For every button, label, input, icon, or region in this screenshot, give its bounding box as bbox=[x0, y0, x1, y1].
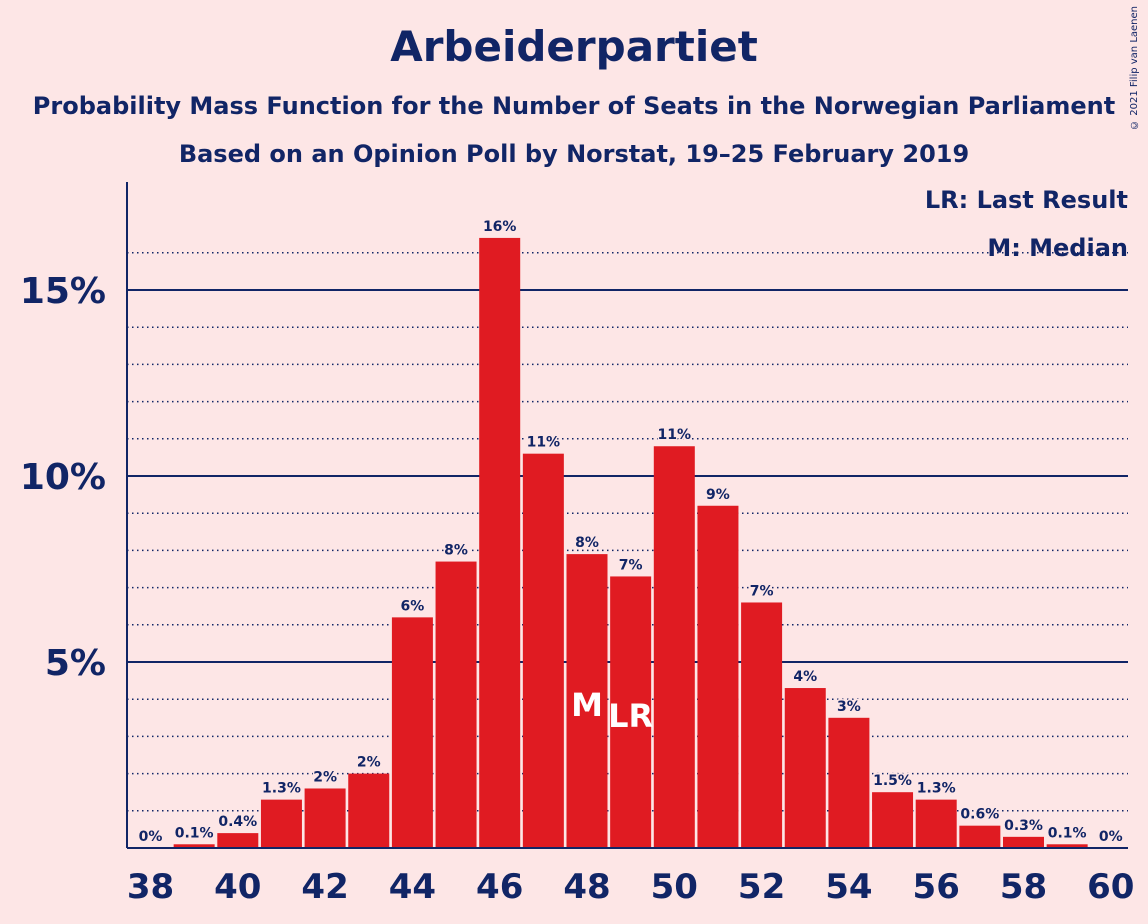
chart-title: Arbeiderpartiet bbox=[390, 22, 758, 71]
x-tick-label: 44 bbox=[389, 867, 436, 907]
x-tick-label: 40 bbox=[214, 867, 261, 907]
bar-53 bbox=[784, 688, 826, 848]
bar-55 bbox=[872, 792, 914, 848]
bar-value-label: 9% bbox=[706, 487, 730, 503]
bar-39 bbox=[173, 844, 215, 848]
x-tick-label: 48 bbox=[563, 867, 610, 907]
x-tick-label: 60 bbox=[1087, 867, 1134, 907]
bar-value-label: 1.3% bbox=[262, 781, 301, 797]
bar-59 bbox=[1046, 844, 1088, 848]
bar-54 bbox=[828, 717, 870, 848]
bar-41 bbox=[260, 799, 302, 848]
x-tick-label: 54 bbox=[825, 867, 872, 907]
legend-last-result: LR: Last Result bbox=[924, 186, 1128, 214]
bar-value-label: 8% bbox=[444, 543, 468, 559]
y-tick-label: 10% bbox=[20, 457, 106, 498]
bar-42 bbox=[304, 788, 346, 848]
bar-value-label: 0.3% bbox=[1004, 818, 1043, 834]
bar-43 bbox=[348, 773, 390, 848]
bar-47 bbox=[522, 453, 564, 848]
last-result-marker: LR bbox=[608, 697, 653, 735]
bar-value-label: 2% bbox=[313, 769, 337, 785]
x-tick-label: 46 bbox=[476, 867, 523, 907]
bar-value-label: 0.1% bbox=[1048, 825, 1087, 841]
bar-value-label: 6% bbox=[401, 598, 425, 614]
bar-44 bbox=[391, 617, 433, 848]
bar-value-label: 11% bbox=[658, 427, 692, 443]
bar-value-label: 8% bbox=[575, 535, 599, 551]
bar-value-label: 4% bbox=[793, 669, 817, 685]
bar-49 bbox=[610, 576, 652, 848]
bar-value-label: 16% bbox=[483, 219, 517, 235]
x-tick-label: 58 bbox=[1000, 867, 1047, 907]
bar-value-label: 2% bbox=[357, 755, 381, 771]
bar-value-label: 3% bbox=[837, 699, 861, 715]
bar-56 bbox=[915, 799, 957, 848]
bar-51 bbox=[697, 505, 739, 848]
bar-40 bbox=[217, 833, 259, 848]
bar-value-label: 0% bbox=[1099, 829, 1123, 845]
bar-value-label: 0.4% bbox=[218, 814, 257, 830]
bar-46 bbox=[479, 237, 521, 849]
bar-value-label: 1.3% bbox=[917, 781, 956, 797]
bar-value-label: 0.6% bbox=[960, 807, 999, 823]
y-tick-label: 15% bbox=[20, 271, 106, 312]
bar-45 bbox=[435, 561, 477, 848]
bar-value-label: 7% bbox=[619, 557, 643, 573]
chart-subtitle-poll: Based on an Opinion Poll by Norstat, 19–… bbox=[178, 140, 970, 168]
bar-value-label: 7% bbox=[750, 583, 774, 599]
bar-value-label: 11% bbox=[527, 435, 561, 451]
median-marker: M bbox=[571, 686, 603, 724]
bar-50 bbox=[653, 446, 695, 848]
legend-median: M: Median bbox=[987, 234, 1128, 262]
bar-value-label: 0% bbox=[139, 829, 163, 845]
bar-57 bbox=[959, 825, 1001, 848]
bar-value-label: 1.5% bbox=[873, 773, 912, 789]
bar-48 bbox=[566, 554, 608, 848]
y-tick-label: 5% bbox=[45, 643, 106, 684]
x-tick-label: 50 bbox=[651, 867, 698, 907]
bar-58 bbox=[1003, 836, 1044, 848]
x-tick-label: 42 bbox=[301, 867, 348, 907]
x-tick-label: 56 bbox=[913, 867, 960, 907]
x-tick-label: 52 bbox=[738, 867, 785, 907]
bar-value-label: 0.1% bbox=[175, 825, 214, 841]
bar-52 bbox=[741, 602, 783, 848]
chart-subtitle: Probability Mass Function for the Number… bbox=[32, 92, 1116, 120]
x-tick-label: 38 bbox=[127, 867, 174, 907]
